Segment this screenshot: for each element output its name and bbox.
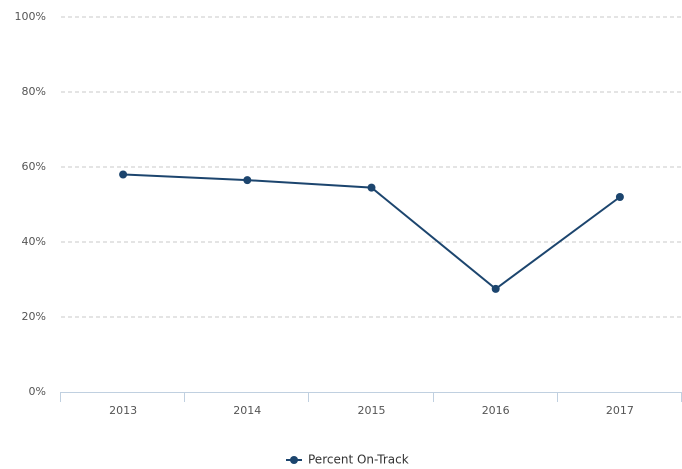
legend-label: Percent On-Track [308, 453, 409, 467]
point [119, 170, 128, 179]
x-tick-label: 2016 [482, 404, 510, 417]
y-tick-label: 60% [22, 160, 46, 173]
point [615, 193, 624, 201]
x-tick-label: 2014 [233, 404, 261, 417]
legend-marker [290, 456, 298, 464]
point [367, 183, 376, 192]
x-tick-label: 2017 [606, 404, 634, 417]
y-tick-label: 100% [15, 10, 46, 23]
x-tick-label: 2015 [358, 404, 386, 417]
y-tick-label: 20% [22, 310, 46, 323]
x-tick-label: 2013 [109, 404, 137, 417]
y-tick-label: 40% [22, 235, 46, 248]
point [491, 284, 500, 293]
y-tick-label: 0% [29, 385, 46, 398]
point [243, 176, 252, 185]
y-tick-label: 80% [22, 85, 46, 98]
series-line [123, 173, 621, 291]
